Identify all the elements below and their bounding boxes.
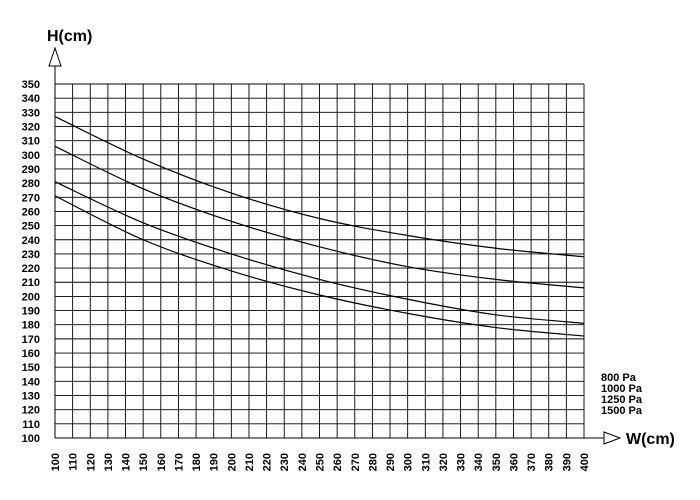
x-tick-label: 290 — [385, 453, 397, 471]
x-tick-label: 310 — [420, 453, 432, 471]
x-axis-title: W(cm) — [626, 431, 675, 448]
y-tick-label: 340 — [22, 93, 40, 105]
x-tick-label: 280 — [367, 453, 379, 471]
x-tick-label: 250 — [315, 453, 327, 471]
x-tick-label: 200 — [226, 453, 238, 471]
x-tick-label: 110 — [68, 453, 80, 471]
legend-entry: 1500 Pa — [601, 405, 643, 417]
legend-entry: 1250 Pa — [601, 394, 643, 406]
series-line — [54, 145, 585, 289]
x-tick-label: 140 — [121, 453, 133, 471]
x-tick-label: 330 — [456, 453, 468, 471]
x-tick-label: 210 — [244, 453, 256, 471]
x-tick-label: 350 — [491, 453, 503, 471]
x-tick-label: 400 — [579, 453, 591, 471]
x-tick-label: 120 — [85, 453, 97, 471]
grid — [54, 83, 585, 439]
x-tick-label: 320 — [438, 453, 450, 471]
x-tick-label: 160 — [156, 453, 168, 471]
legend-entry: 1000 Pa — [601, 383, 643, 395]
x-tick-label: 150 — [138, 453, 150, 471]
x-tick-label: 260 — [332, 453, 344, 471]
y-tick-label: 310 — [22, 136, 40, 148]
x-tick-label: 380 — [544, 453, 556, 471]
x-tick-labels: 100 110 120 130 140 150 160 170 180 190 200 210 220 2… — [50, 453, 591, 471]
y-tick-label: 240 — [22, 235, 40, 247]
series-line — [54, 116, 585, 258]
y-tick-labels: 350 340 330 320 310 300 290 280 270 260 250 240 230 2… — [22, 79, 40, 445]
y-tick-label: 280 — [22, 178, 40, 190]
x-tick-label: 180 — [191, 453, 203, 471]
legend-entry: 800 Pa — [601, 372, 637, 384]
y-axis-arrow — [48, 46, 62, 67]
x-tick-label: 130 — [103, 453, 115, 471]
y-tick-label: 160 — [22, 348, 40, 360]
y-tick-label: 290 — [22, 164, 40, 176]
y-tick-label: 170 — [22, 334, 40, 346]
y-tick-label: 330 — [22, 107, 40, 119]
x-tick-label: 100 — [50, 453, 62, 471]
y-tick-label: 130 — [22, 391, 40, 403]
y-tick-label: 350 — [22, 79, 40, 91]
y-tick-label: 140 — [22, 376, 40, 388]
y-tick-label: 100 — [22, 433, 40, 445]
y-tick-label: 300 — [22, 150, 40, 162]
x-tick-label: 190 — [209, 453, 221, 471]
y-tick-label: 220 — [22, 263, 40, 275]
y-tick-label: 230 — [22, 249, 40, 261]
y-tick-label: 180 — [22, 320, 40, 332]
x-axis-arrow — [603, 431, 622, 445]
y-tick-label: 150 — [22, 362, 40, 374]
y-tick-label: 250 — [22, 221, 40, 233]
x-tick-label: 220 — [262, 453, 274, 471]
y-tick-label: 260 — [22, 206, 40, 218]
y-axis-title: H(cm) — [47, 28, 92, 45]
series-line — [54, 195, 585, 337]
y-tick-label: 120 — [22, 405, 40, 417]
x-tick-label: 170 — [173, 453, 185, 471]
x-tick-label: 390 — [561, 453, 573, 471]
series-line — [54, 181, 585, 324]
curves — [54, 116, 585, 337]
y-tick-label: 110 — [22, 419, 40, 431]
x-tick-label: 370 — [526, 453, 538, 471]
x-tick-label: 340 — [473, 453, 485, 471]
y-tick-label: 190 — [22, 306, 40, 318]
x-tick-label: 300 — [403, 453, 415, 471]
x-tick-label: 230 — [279, 453, 291, 471]
y-tick-label: 200 — [22, 291, 40, 303]
axes: H(cm) W(cm) — [47, 28, 675, 448]
y-tick-label: 210 — [22, 277, 40, 289]
x-tick-label: 360 — [508, 453, 520, 471]
y-tick-label: 270 — [22, 192, 40, 204]
x-tick-label: 270 — [350, 453, 362, 471]
y-tick-label: 320 — [22, 121, 40, 133]
x-tick-label: 240 — [297, 453, 309, 471]
